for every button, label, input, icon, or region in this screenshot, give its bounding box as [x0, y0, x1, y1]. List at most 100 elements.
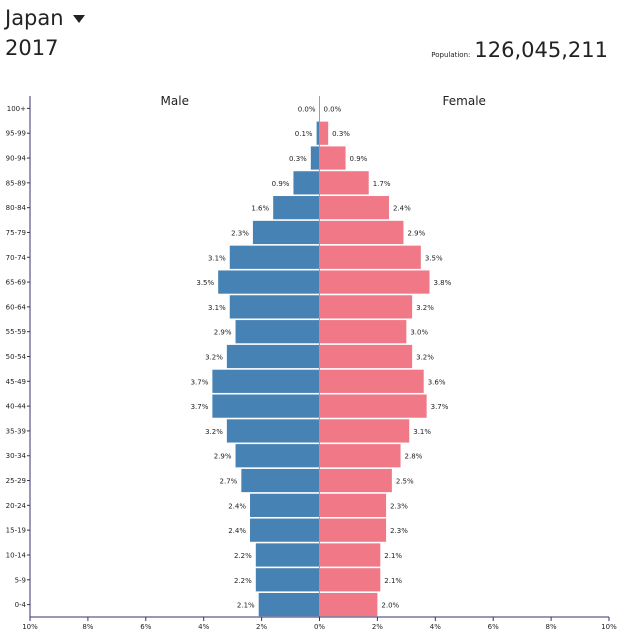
male-bar-95-99 [316, 121, 320, 145]
male-value-label: 2.1% [237, 602, 255, 610]
female-value-label: 2.0% [381, 602, 399, 610]
x-tick-label: 10% [22, 623, 38, 631]
female-value-label: 3.5% [425, 254, 443, 262]
female-bar-90-94 [319, 146, 346, 170]
male-value-label: 0.1% [295, 130, 313, 138]
x-tick-label: 2% [256, 623, 267, 631]
x-tick-label: 0% [314, 623, 325, 631]
y-tick-label: 95-99 [6, 130, 26, 138]
female-bar-20-24 [319, 493, 387, 517]
male-bar-25-29 [241, 468, 320, 493]
male-bar-70-74 [229, 245, 320, 269]
male-bar-10-14 [255, 543, 320, 567]
female-bar-45-49 [319, 369, 424, 393]
female-value-label: 0.0% [324, 105, 342, 113]
male-value-label: 3.2% [205, 354, 223, 362]
female-bar-75-79 [319, 220, 404, 245]
year-label: 2017 [5, 36, 59, 60]
x-tick-label: 10% [601, 623, 617, 631]
y-tick-label: 75-79 [6, 229, 26, 237]
y-tick-label: 65-69 [6, 279, 26, 287]
female-value-label: 3.1% [413, 428, 431, 436]
male-bar-20-24 [250, 493, 320, 517]
x-tick-label: 6% [488, 623, 499, 631]
female-bar-10-14 [319, 543, 381, 567]
x-tick-label: 4% [430, 623, 441, 631]
y-tick-label: 25-29 [6, 477, 26, 485]
country-selector[interactable]: Japan [5, 6, 85, 30]
female-bar-5-9 [319, 568, 381, 592]
female-value-label: 2.4% [393, 205, 411, 213]
value-labels-group: 2.1% 2.0% 2.2% 2.1% 2.2% 2.1% 2.4% 2.3% 2.4% 2.3%… [191, 105, 452, 609]
female-bar-70-74 [319, 245, 421, 269]
male-bar-75-79 [252, 220, 320, 245]
male-value-label: 3.1% [208, 254, 226, 262]
male-value-label: 3.5% [196, 279, 214, 287]
y-tick-label: 55-59 [6, 328, 26, 336]
y-tick-label: 50-54 [6, 353, 27, 361]
female-value-label: 2.3% [390, 502, 408, 510]
female-bar-30-34 [319, 444, 401, 468]
male-value-label: 3.7% [191, 403, 209, 411]
y-axis: 0-4 5-9 10-14 15-19 20-24 25-29 30-34 35-39 40-4… [6, 96, 31, 617]
x-tick-label: 8% [546, 623, 557, 631]
female-bar-85-89 [319, 171, 369, 195]
female-bar-25-29 [319, 468, 392, 493]
male-bar-55-59 [235, 320, 320, 344]
y-tick-label: 0-4 [15, 601, 27, 609]
female-bar-15-19 [319, 518, 387, 542]
female-bar-95-99 [319, 121, 329, 145]
y-tick-label: 35-39 [6, 427, 26, 435]
male-value-label: 2.3% [231, 229, 249, 237]
male-bar-40-44 [212, 394, 320, 418]
bars-group [212, 96, 430, 617]
population-value: 126,045,211 [474, 38, 608, 62]
female-bar-60-64 [319, 295, 413, 319]
y-tick-label: 60-64 [6, 303, 27, 311]
y-tick-label: 20-24 [6, 502, 27, 510]
male-value-label: 3.2% [205, 428, 223, 436]
y-tick-label: 40-44 [6, 403, 27, 411]
male-series-title: Male [161, 94, 189, 108]
male-bar-60-64 [229, 295, 320, 319]
male-bar-85-89 [293, 171, 320, 195]
dropdown-caret-icon[interactable] [72, 15, 85, 23]
female-value-label: 3.2% [416, 304, 434, 312]
male-value-label: 2.4% [228, 502, 246, 510]
y-tick-label: 90-94 [6, 155, 27, 163]
country-name: Japan [5, 6, 64, 30]
y-tick-label: 45-49 [6, 378, 26, 386]
female-bar-40-44 [319, 394, 427, 418]
male-value-label: 0.0% [298, 105, 316, 113]
female-bar-80-84 [319, 196, 389, 220]
x-tick-label: 6% [140, 623, 151, 631]
female-bar-55-59 [319, 320, 407, 344]
y-tick-label: 100+ [7, 105, 26, 113]
population-display: Population: 126,045,211 [431, 38, 608, 62]
female-value-label: 2.3% [390, 527, 408, 535]
male-value-label: 3.7% [191, 378, 209, 386]
female-bar-50-54 [319, 344, 413, 369]
male-value-label: 0.3% [289, 155, 307, 163]
female-value-label: 2.1% [384, 577, 402, 585]
x-tick-label: 4% [198, 623, 209, 631]
female-series-title: Female [443, 94, 486, 108]
male-value-label: 0.9% [272, 180, 290, 188]
female-value-label: 1.7% [373, 180, 391, 188]
female-value-label: 2.9% [407, 229, 425, 237]
male-value-label: 2.2% [234, 552, 252, 560]
male-value-label: 2.9% [214, 453, 232, 461]
female-value-label: 3.6% [428, 378, 446, 386]
female-value-label: 3.8% [434, 279, 452, 287]
y-tick-label: 70-74 [6, 254, 27, 262]
female-value-label: 2.1% [384, 552, 402, 560]
x-axis: 10% 8% 6% 4% 2% 0% 2% 4% 6% 8% 10% [22, 616, 617, 631]
male-bar-80-84 [273, 196, 320, 220]
male-bar-0-4 [258, 592, 320, 617]
y-tick-label: 30-34 [6, 452, 27, 460]
female-bar-35-39 [319, 419, 410, 443]
female-value-label: 3.7% [431, 403, 449, 411]
x-tick-label: 2% [372, 623, 383, 631]
female-value-label: 3.2% [416, 354, 434, 362]
